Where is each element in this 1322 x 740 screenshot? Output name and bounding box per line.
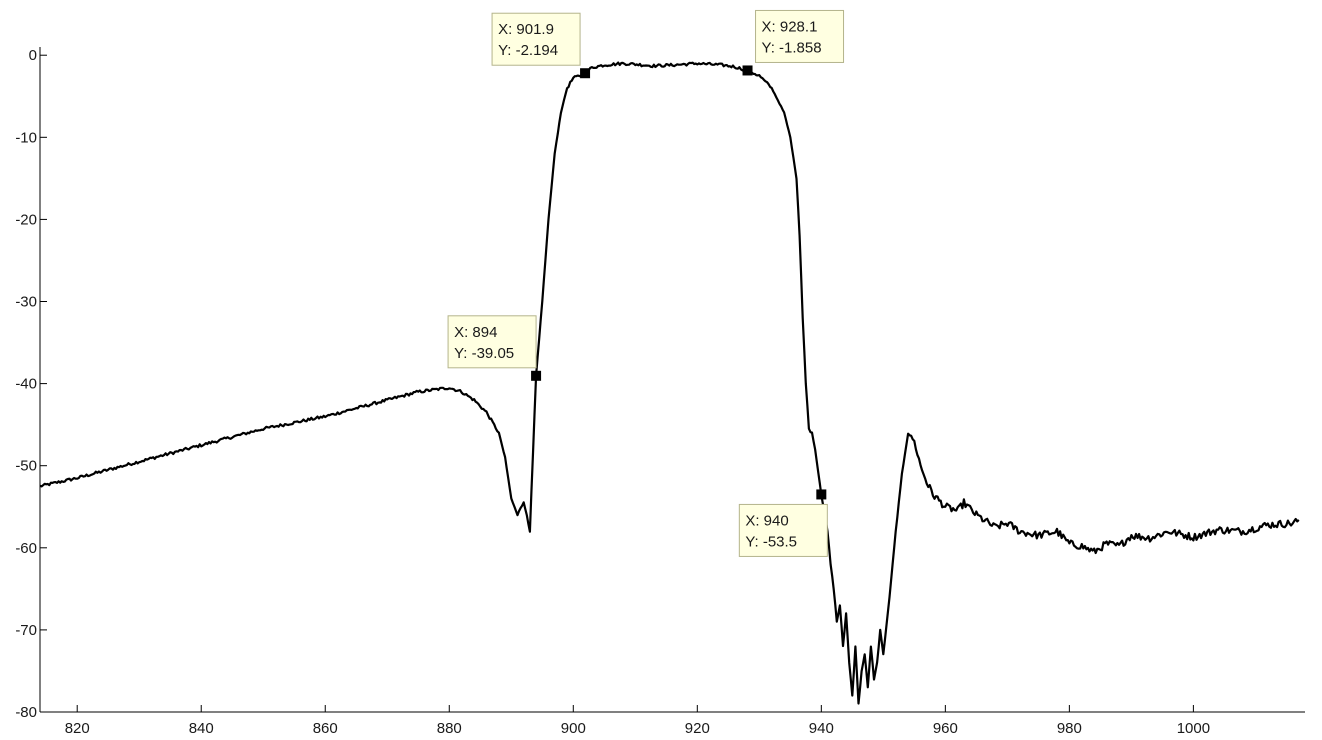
data-tip-x-label: X: 940 (745, 512, 788, 529)
x-tick-label: 840 (189, 720, 214, 737)
y-tick-label: -70 (15, 622, 37, 639)
x-tick-label: 1000 (1177, 720, 1210, 737)
x-tick-label: 940 (809, 720, 834, 737)
data-tip-box (738, 503, 828, 557)
y-tick-label: -30 (15, 294, 37, 311)
series-line (40, 61, 1300, 705)
y-tick-label: -60 (15, 540, 37, 557)
data-tip-marker (531, 370, 542, 381)
data-tip-box (491, 12, 581, 66)
y-tick-label: 0 (29, 47, 37, 64)
data-tip-marker (816, 489, 827, 500)
data-tip-x-label: X: 928.1 (762, 18, 818, 35)
data-tip-marker (580, 68, 591, 79)
axes: 0 -10 -20 -30 -40 -50 -60 -70 -80 820 840 860 880 900… (15, 47, 1305, 737)
data-tip-y-label: Y: -53.5 (745, 533, 797, 550)
x-tick-label: 820 (65, 720, 90, 737)
x-tick-label: 920 (685, 720, 710, 737)
data-tip-x-label: X: 901.9 (498, 21, 554, 38)
x-tick-label: 960 (933, 720, 958, 737)
data-tip-y-label: Y: -2.194 (498, 42, 558, 59)
y-tick-label: -10 (15, 129, 37, 146)
data-tip-box (447, 315, 537, 369)
y-tick-label: -80 (15, 704, 37, 721)
data-tip-y-label: Y: -39.05 (454, 345, 514, 362)
data-tip-x-label: X: 894 (454, 324, 497, 341)
x-tick-label: 860 (313, 720, 338, 737)
y-tick-label: -20 (15, 211, 37, 228)
data-tip-marker (742, 65, 753, 76)
data-tips: X: 894 Y: -39.05 X: 901.9 Y: -2.194 X: 928.1… (447, 9, 845, 557)
plot-area (40, 61, 1300, 705)
data-tip-y-label: Y: -1.858 (762, 39, 822, 56)
y-tick-label: -50 (15, 458, 37, 475)
y-tick-label: -40 (15, 376, 37, 393)
x-tick-label: 980 (1057, 720, 1082, 737)
data-tip-box (755, 9, 845, 63)
x-tick-label: 880 (437, 720, 462, 737)
x-tick-label: 900 (561, 720, 586, 737)
